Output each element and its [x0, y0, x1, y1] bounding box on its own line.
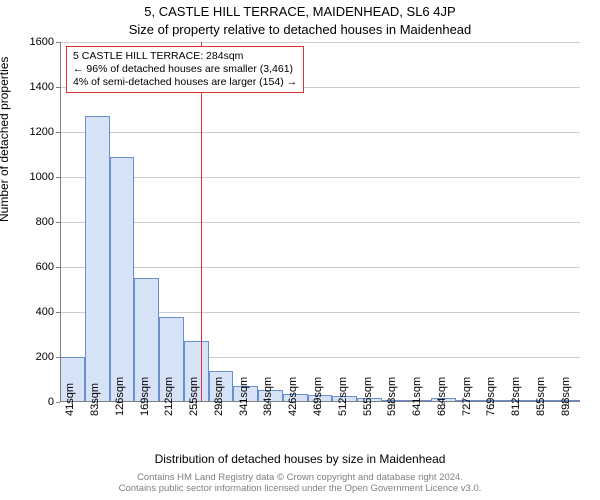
footer-line-2: Contains public sector information licen…	[0, 483, 600, 494]
y-axis-title: Number of detached properties	[0, 57, 11, 222]
y-tick-mark	[56, 402, 60, 403]
histogram-bar	[85, 116, 110, 402]
y-tick-label: 200	[14, 351, 54, 363]
reference-line	[201, 42, 202, 402]
y-tick-label: 1000	[14, 171, 54, 183]
y-tick-label: 600	[14, 261, 54, 273]
y-tick-label: 400	[14, 306, 54, 318]
annotation-line-3: 4% of semi-detached houses are larger (1…	[73, 76, 297, 89]
histogram-bar	[110, 157, 135, 402]
y-tick-label: 800	[14, 216, 54, 228]
plot-area: 5 CASTLE HILL TERRACE: 284sqm ← 96% of d…	[60, 42, 580, 402]
y-tick-label: 1600	[14, 36, 54, 48]
y-axis-line	[60, 42, 61, 402]
histogram-bars	[60, 42, 580, 402]
x-axis-title: Distribution of detached houses by size …	[0, 452, 600, 466]
annotation-line-1: 5 CASTLE HILL TERRACE: 284sqm	[73, 50, 297, 63]
y-tick-label: 1200	[14, 126, 54, 138]
chart-title-sub: Size of property relative to detached ho…	[0, 22, 600, 37]
annotation-line-2: ← 96% of detached houses are smaller (3,…	[73, 63, 297, 76]
chart-title-main: 5, CASTLE HILL TERRACE, MAIDENHEAD, SL6 …	[0, 4, 600, 19]
y-tick-label: 1400	[14, 81, 54, 93]
chart-container: 5, CASTLE HILL TERRACE, MAIDENHEAD, SL6 …	[0, 0, 600, 500]
footer-line-1: Contains HM Land Registry data © Crown c…	[0, 472, 600, 483]
y-tick-label: 0	[14, 396, 54, 408]
annotation-box: 5 CASTLE HILL TERRACE: 284sqm ← 96% of d…	[66, 46, 304, 93]
footer-attribution: Contains HM Land Registry data © Crown c…	[0, 472, 600, 495]
